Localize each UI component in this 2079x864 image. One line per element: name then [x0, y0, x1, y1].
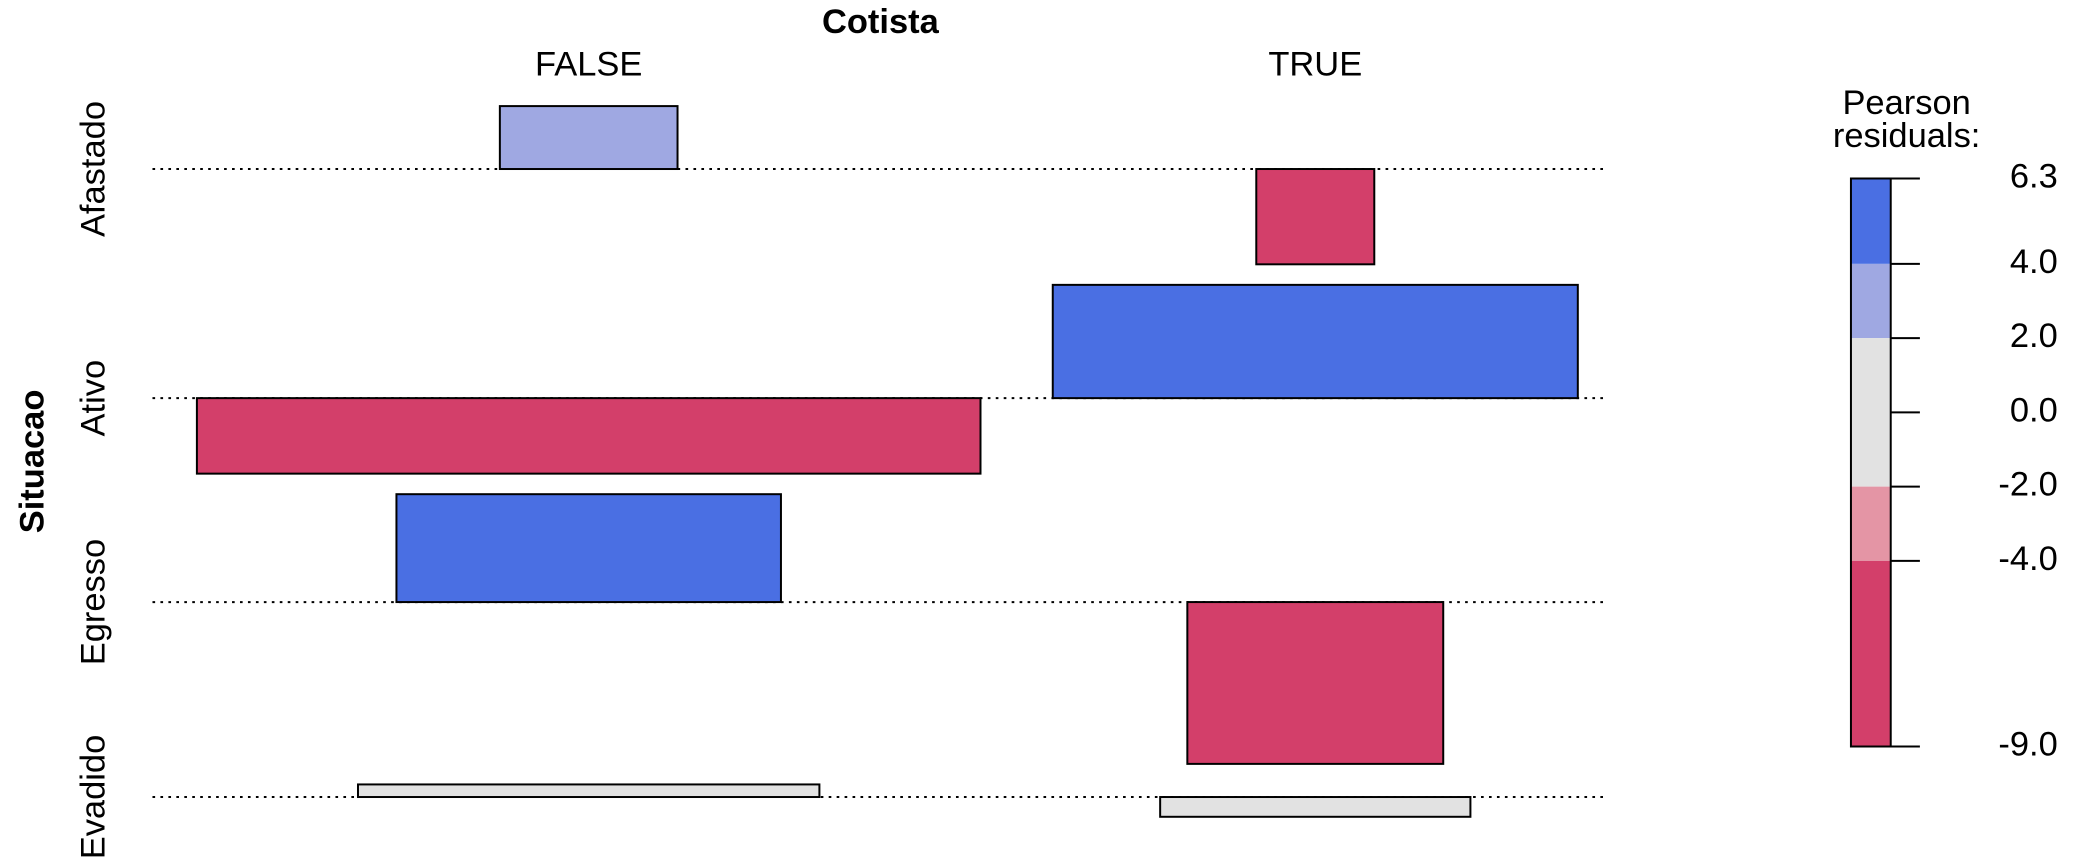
residual-bar	[1255, 168, 1376, 266]
residual-bar	[356, 783, 821, 799]
row-label: Ativo	[75, 360, 113, 437]
row-label: Afastado	[75, 101, 113, 237]
legend-tick-label: 0.0	[2010, 391, 2058, 429]
column-label: FALSE	[535, 45, 642, 83]
legend-tick-label: 2.0	[2010, 317, 2058, 355]
row-label: Egresso	[75, 539, 113, 665]
legend-swatch	[1850, 486, 1891, 561]
legend-tick-label: -4.0	[1998, 540, 2057, 578]
residual-bar	[1186, 601, 1445, 765]
legend-title: residuals:	[1833, 117, 1981, 155]
residual-bar	[1051, 283, 1579, 400]
column-label: TRUE	[1268, 45, 1362, 83]
legend-swatch	[1850, 263, 1891, 339]
row-label: Evadido	[75, 735, 113, 860]
legend-frame	[1849, 177, 1892, 748]
residual-bar	[195, 397, 982, 475]
legend-swatch	[1850, 560, 1891, 747]
residual-bar	[1159, 796, 1472, 818]
legend-tick-label: -2.0	[1998, 466, 2057, 504]
residual-bar	[498, 105, 679, 171]
legend-title: Pearson	[1842, 84, 1970, 122]
y-axis-label: Situacao	[14, 390, 52, 534]
legend-swatch	[1850, 338, 1891, 487]
residual-bar	[395, 493, 782, 604]
legend-tick-label: -9.0	[1998, 726, 2057, 764]
legend-swatch	[1850, 178, 1891, 264]
legend-tick-label: 4.0	[2010, 243, 2058, 281]
chart-title: Cotista	[822, 3, 940, 41]
legend-tick-label: 6.3	[2010, 158, 2058, 196]
